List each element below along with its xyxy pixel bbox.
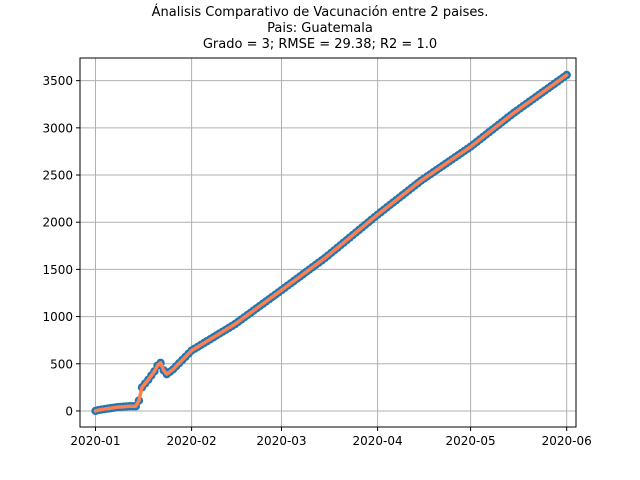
y-tick-label: 3000 — [42, 121, 73, 135]
chart-title-line-2: Pais: Guatemala — [267, 21, 373, 36]
x-tick-label: 2020-06 — [542, 434, 592, 448]
fit-line — [93, 73, 569, 413]
y-tick-label: 1000 — [42, 310, 73, 324]
plot-frame — [79, 57, 577, 428]
chart-title-line-1: Ánalisis Comparativo de Vacunación entre… — [151, 5, 489, 20]
x-tick-label: 2020-04 — [353, 434, 403, 448]
y-tick-label: 500 — [50, 357, 73, 371]
y-tick-label: 3500 — [42, 74, 73, 88]
x-tick-label: 2020-03 — [256, 434, 306, 448]
y-tick-label: 1500 — [42, 263, 73, 277]
chart-title-line-3: Grado = 3; RMSE = 29.38; R2 = 1.0 — [202, 37, 438, 52]
y-tick-label: 0 — [65, 404, 73, 418]
x-ticks-layer: 2020-01 2020-02 2020-03 2020-04 2020-05 2020-… — [70, 427, 592, 448]
y-tick-label: 2000 — [42, 216, 73, 230]
x-tick-label: 2020-02 — [167, 434, 217, 448]
y-ticks-layer: 0 500 1000 1500 2000 2500 3000 3500 — [42, 74, 80, 418]
x-tick-label: 2020-05 — [446, 434, 496, 448]
x-tick-label: 2020-01 — [70, 434, 120, 448]
y-tick-label: 2500 — [42, 169, 73, 183]
fit-line-layer — [93, 73, 569, 413]
grid-layer — [80, 58, 576, 427]
